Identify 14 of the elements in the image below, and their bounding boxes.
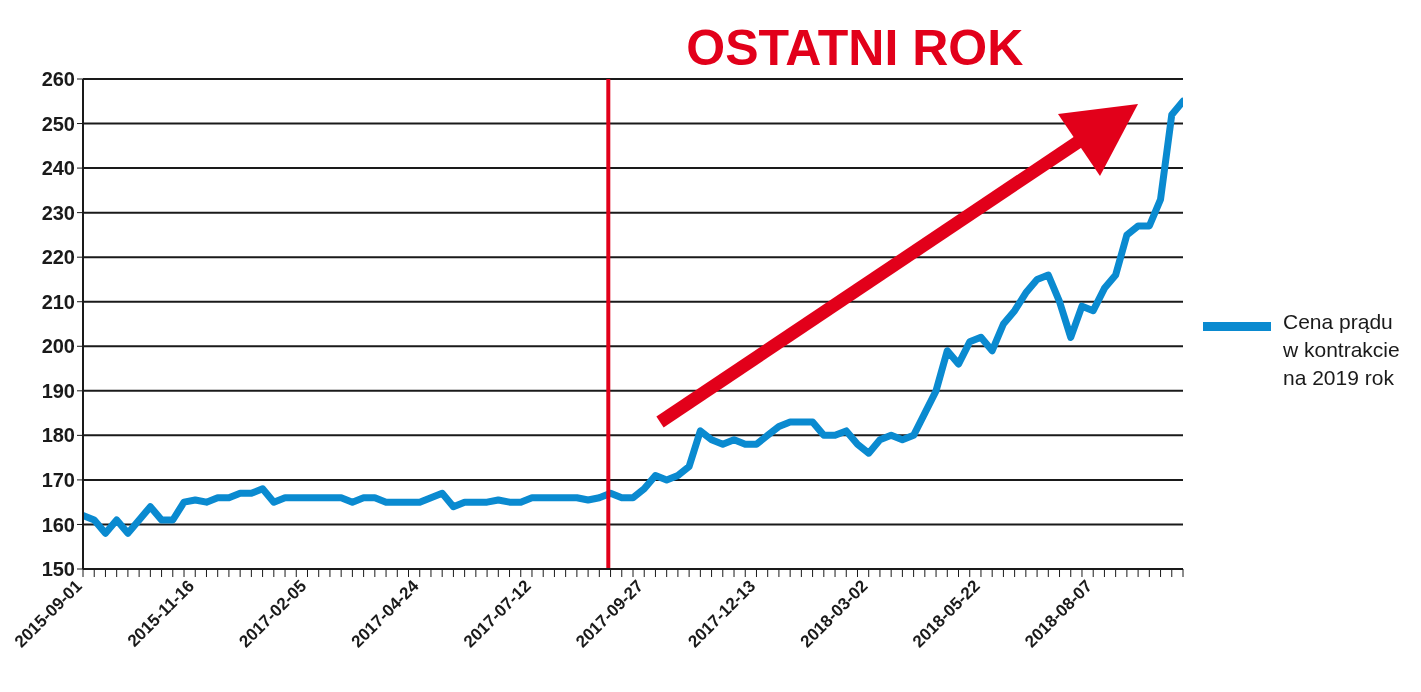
- y-tick-label: 260: [41, 68, 75, 91]
- y-tick-label: 220: [41, 246, 75, 269]
- y-tick-label: 180: [41, 424, 75, 447]
- y-tick-label: 230: [41, 201, 75, 224]
- y-tick-label: 150: [41, 558, 75, 581]
- y-tick-label: 190: [41, 379, 75, 402]
- y-tick-label: 250: [41, 112, 75, 135]
- y-tick-label: 200: [41, 335, 75, 358]
- y-tick-label: 240: [41, 157, 75, 180]
- text: OSTATNI ROK: [686, 20, 1024, 76]
- y-tick-label: 170: [41, 469, 75, 492]
- legend-label: Cena prądu w kontrakcie na 2019 rok: [1283, 309, 1401, 391]
- y-tick-label: 160: [41, 513, 75, 536]
- y-tick-label: 210: [41, 290, 75, 313]
